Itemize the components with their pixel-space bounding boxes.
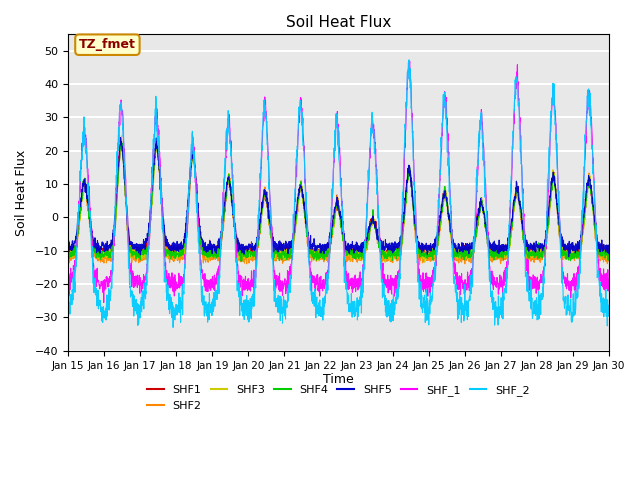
Y-axis label: Soil Heat Flux: Soil Heat Flux [15,149,28,236]
Title: Soil Heat Flux: Soil Heat Flux [286,15,391,30]
X-axis label: Time: Time [323,373,354,386]
Legend: SHF1, SHF2, SHF3, SHF4, SHF5, SHF_1, SHF_2: SHF1, SHF2, SHF3, SHF4, SHF5, SHF_1, SHF… [143,381,534,415]
Text: TZ_fmet: TZ_fmet [79,38,136,51]
